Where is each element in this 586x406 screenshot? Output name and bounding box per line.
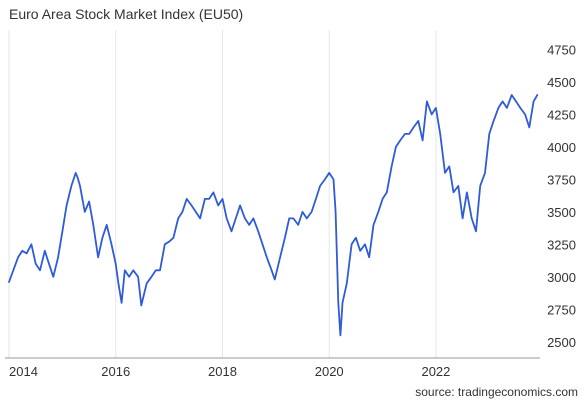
x-tick-label: 2014 [9,364,38,379]
y-tick-label: 2750 [547,302,576,317]
y-tick-label: 3500 [547,205,576,220]
y-tick-label: 4750 [547,42,576,57]
y-tick-label: 4500 [547,75,576,90]
x-tick-label: 2016 [101,364,130,379]
y-tick-label: 3250 [547,237,576,252]
chart-title: Euro Area Stock Market Index (EU50) [9,6,244,22]
series-line [8,94,539,337]
x-tick-label: 2022 [421,364,450,379]
y-tick-label: 4000 [547,140,576,155]
y-tick-label: 3750 [547,172,576,187]
y-tick-label: 3000 [547,270,576,285]
gridlines [8,30,437,358]
source-credit: source: tradingeconomics.com [415,385,578,399]
y-axis-tick-labels: 2500 2750 3000 3250 3500 3750 4000 4250 4500 4750 [547,42,576,349]
x-tick-label: 2018 [208,364,237,379]
x-axis-tick-labels: 2014 2016 2018 2020 2022 [9,364,450,379]
y-tick-label: 4250 [547,107,576,122]
y-tick-label: 2500 [547,335,576,350]
x-tick-label: 2020 [315,364,344,379]
